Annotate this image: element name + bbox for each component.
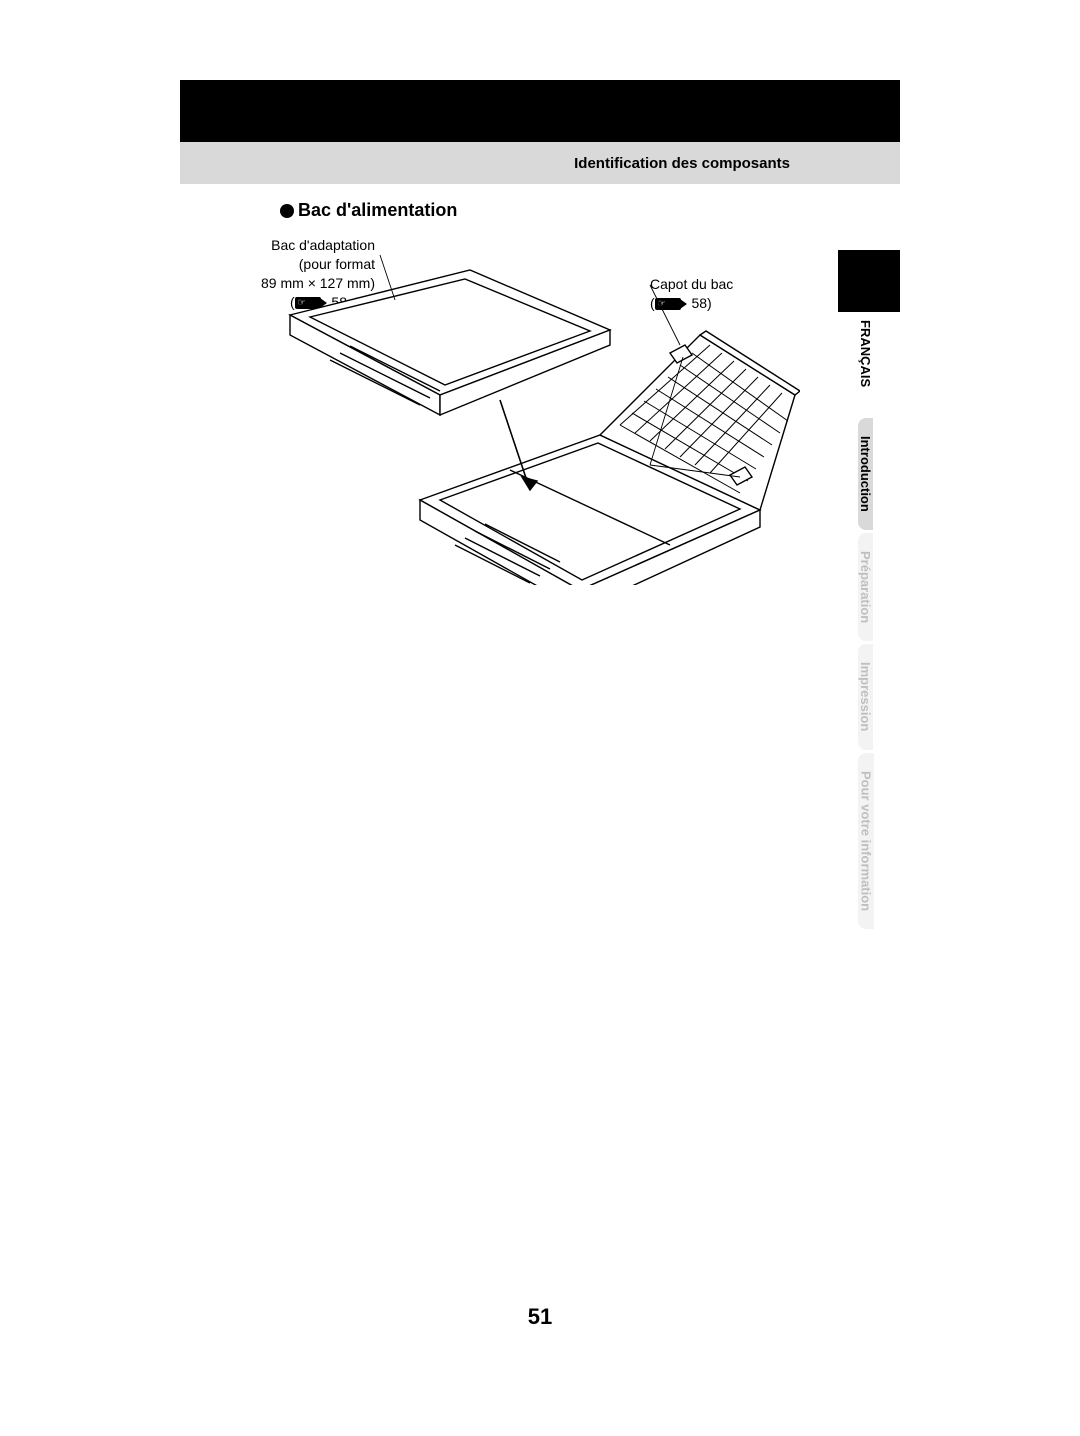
header-gray-bar: Identification des composants: [180, 142, 900, 184]
breadcrumb-title: Identification des composants: [574, 155, 790, 172]
page-number: 51: [180, 1304, 900, 1330]
bullet-icon: [280, 204, 294, 218]
section-title: Bac d'alimentation: [280, 200, 457, 221]
tab-information[interactable]: Pour votre information: [858, 753, 874, 929]
manual-page: Identification des composants Bac d'alim…: [180, 80, 900, 1360]
tab-preparation[interactable]: Préparation: [858, 533, 873, 641]
side-tabs: FRANÇAIS Introduction Préparation Impres…: [858, 320, 900, 932]
side-black-accent: [838, 250, 900, 312]
tab-introduction[interactable]: Introduction: [858, 418, 873, 530]
header-black-bar: [180, 80, 900, 142]
tab-language: FRANÇAIS: [858, 320, 873, 415]
tab-impression[interactable]: Impression: [858, 644, 873, 749]
section-title-text: Bac d'alimentation: [298, 200, 457, 221]
tray-diagram: [240, 245, 800, 585]
